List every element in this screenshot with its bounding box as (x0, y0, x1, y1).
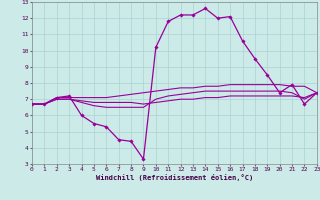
X-axis label: Windchill (Refroidissement éolien,°C): Windchill (Refroidissement éolien,°C) (96, 174, 253, 181)
